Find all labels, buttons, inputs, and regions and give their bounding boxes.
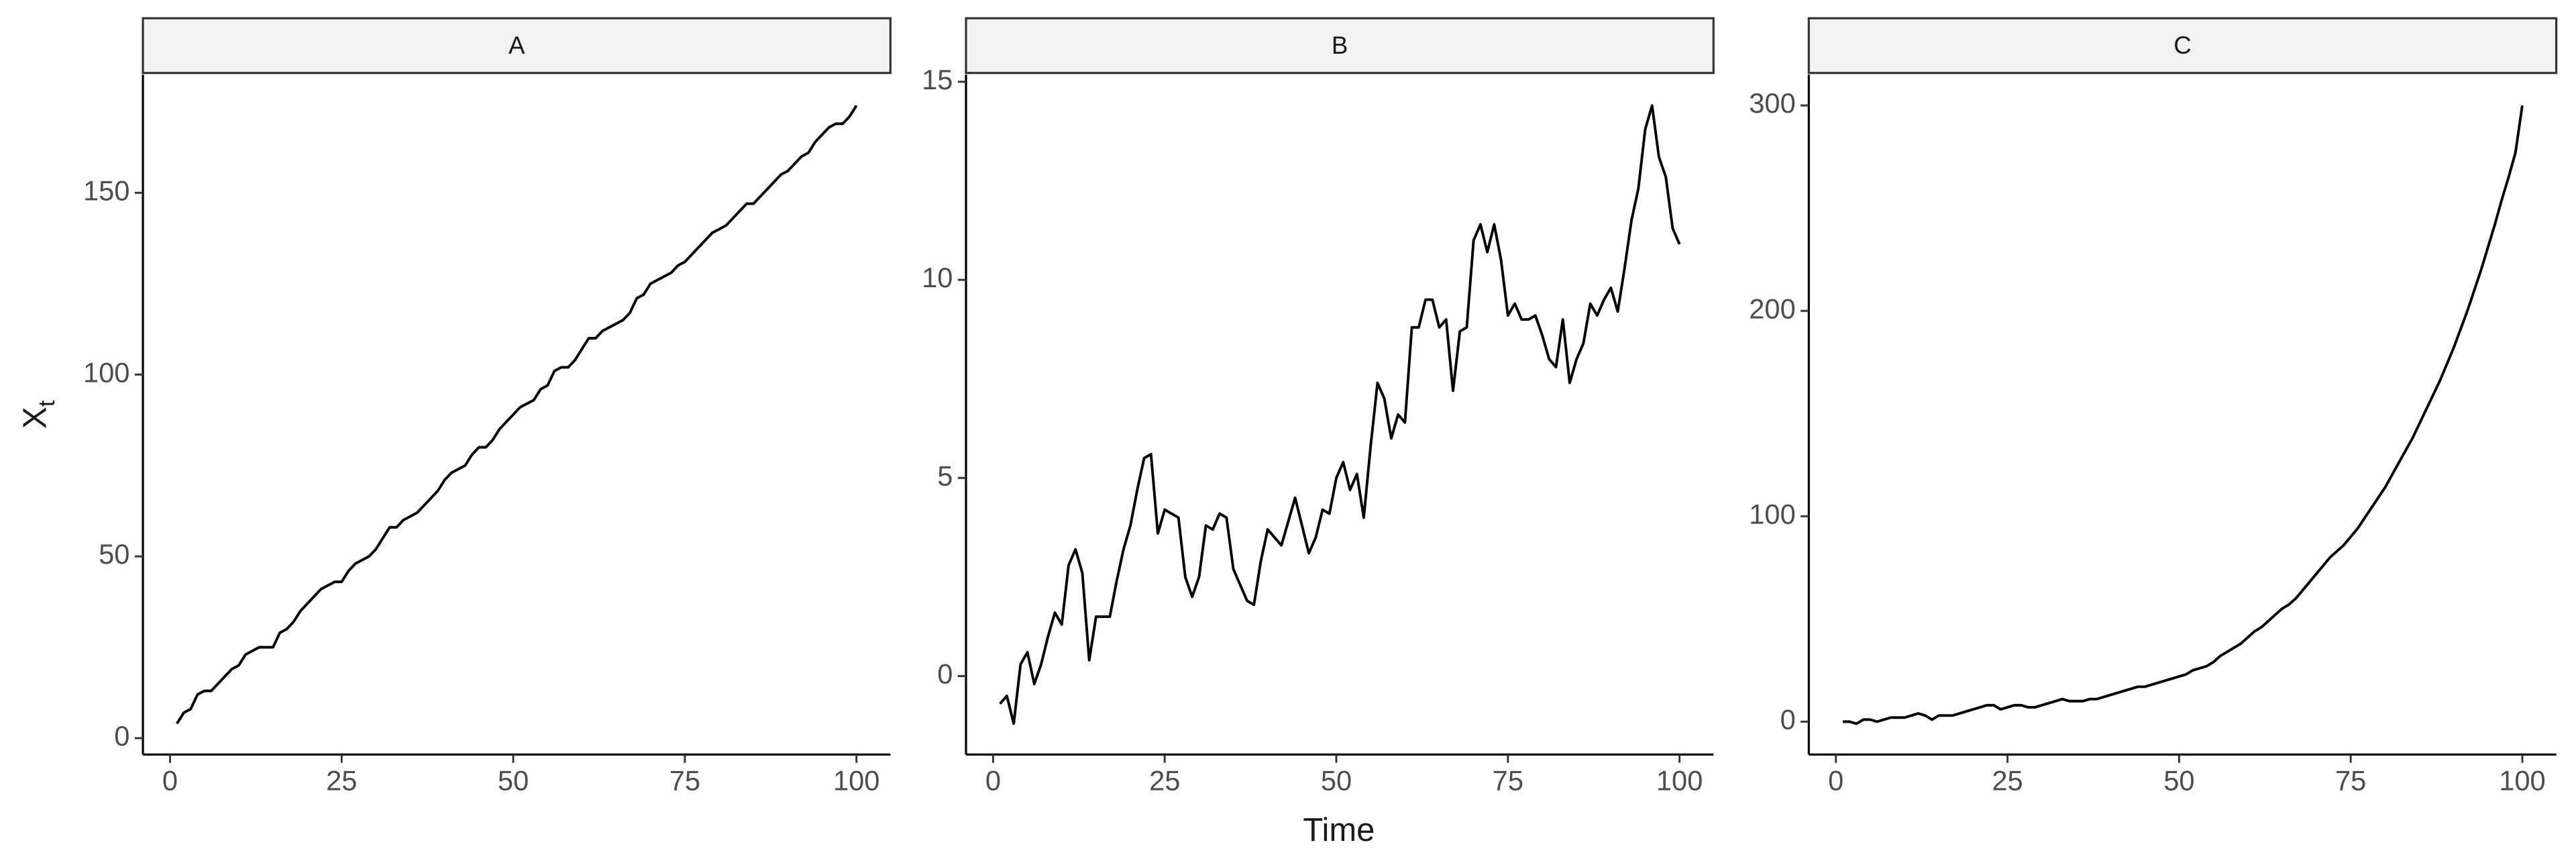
x-tick-label: 25 [326, 764, 357, 796]
x-tick-label: 25 [1149, 764, 1180, 796]
strip [965, 17, 1715, 74]
y-tick-label: 0 [1780, 703, 1796, 735]
strip-label: C [2174, 32, 2192, 59]
x-tick-label: 25 [1992, 764, 2023, 796]
data-line [176, 105, 858, 725]
strip [142, 17, 892, 74]
strip-label: A [508, 32, 525, 59]
y-tick-label: 200 [1749, 293, 1795, 324]
y-tick-label: 300 [1749, 87, 1795, 119]
strip-label: B [1332, 32, 1348, 59]
x-tick-label: 50 [2163, 764, 2194, 796]
x-tick-label: 100 [2499, 764, 2545, 796]
y-tick-label: 15 [922, 64, 953, 95]
y-tick-label: 5 [937, 460, 953, 491]
x-tick-label: 100 [1656, 764, 1703, 796]
x-tick-label: 100 [833, 764, 879, 796]
y-axis-title-text: Xt [17, 400, 60, 429]
data-line [999, 104, 1681, 725]
strip [1807, 17, 2558, 74]
y-axis-title-sub: t [34, 400, 60, 407]
y-tick-label: 10 [922, 262, 953, 293]
x-tick-label: 0 [1828, 764, 1843, 796]
y-axis-title-main: X [17, 407, 54, 429]
y-axis-title: Xt [17, 400, 60, 429]
y-tick-label: 150 [83, 174, 129, 206]
y-tick-label: 50 [99, 538, 129, 570]
y-tick-label: 100 [1749, 498, 1795, 529]
y-tick-label: 0 [114, 720, 129, 752]
x-tick-label: 50 [1321, 764, 1352, 796]
y-tick-label: 0 [937, 658, 953, 689]
x-axis-title: Time [1303, 811, 1375, 848]
x-tick-label: 0 [162, 764, 178, 796]
x-tick-label: 75 [2335, 764, 2366, 796]
x-tick-label: 50 [498, 764, 529, 796]
y-tick-label: 100 [83, 356, 129, 388]
data-line [1842, 105, 2524, 725]
x-tick-label: 75 [669, 764, 700, 796]
x-tick-label: 0 [985, 764, 1001, 796]
x-tick-label: 75 [1493, 764, 1523, 796]
